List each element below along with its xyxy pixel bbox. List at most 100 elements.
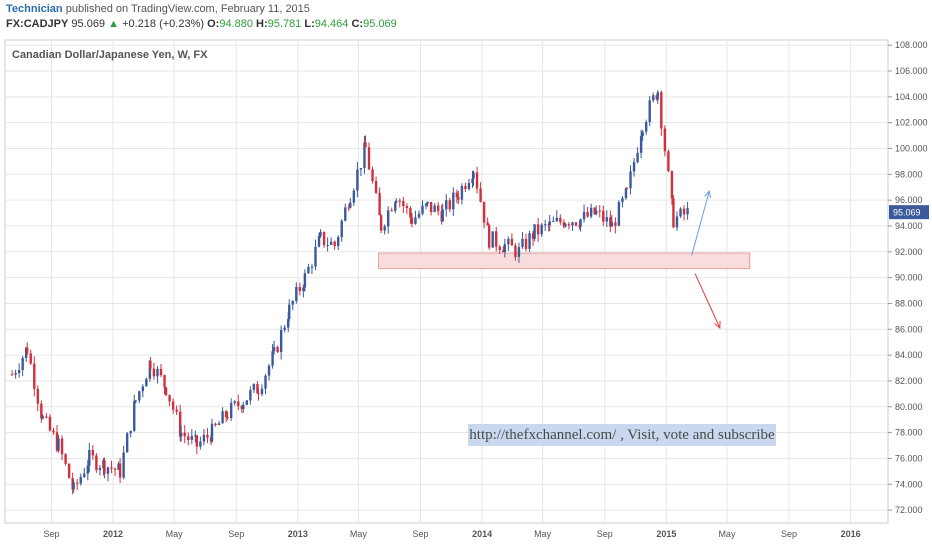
candle-body	[579, 219, 582, 227]
candle-body	[394, 202, 397, 211]
candle-body	[55, 432, 59, 451]
chart-header: Technician published on TradingView.com,…	[6, 0, 926, 34]
candle-body	[503, 244, 507, 253]
candle-body	[464, 186, 467, 190]
candle-body	[240, 405, 243, 410]
last-price: 95.069	[71, 18, 106, 30]
candle-body	[326, 244, 329, 246]
candle-body	[264, 375, 267, 389]
publish-line: Technician published on TradingView.com,…	[6, 3, 310, 15]
x-tick-label: Sep	[228, 529, 244, 539]
candle-body	[448, 200, 451, 210]
candle-body	[217, 423, 221, 426]
candle-body	[245, 400, 249, 405]
candle-body	[536, 224, 540, 235]
candle-body	[57, 438, 60, 451]
candle-body	[593, 207, 596, 214]
candle-body	[333, 241, 336, 247]
candle-body	[103, 460, 106, 474]
candle-body	[322, 231, 326, 246]
candle-body	[210, 423, 214, 442]
y-tick-label: 84.000	[895, 350, 923, 360]
candle-body	[229, 402, 233, 419]
candle-body	[521, 238, 524, 248]
price-tag-layer: 95.069	[889, 205, 929, 220]
candle-body	[347, 207, 351, 209]
candle-body	[617, 202, 621, 226]
candle-body	[298, 286, 302, 292]
candle-body	[502, 250, 505, 253]
candle-body	[409, 208, 412, 218]
support-zone[interactable]	[378, 252, 751, 270]
candle-body	[41, 416, 45, 419]
candle-body	[17, 370, 21, 374]
candle-body	[329, 241, 333, 245]
candle-body	[52, 430, 55, 433]
symbol-name: FX:CADJPY	[6, 18, 69, 30]
author-link[interactable]: Technician	[6, 3, 63, 15]
y-tick-label: 82.000	[895, 376, 923, 386]
symbol-line: FX:CADJPY 95.069 ▲ +0.218 (+0.23%) O:94.…	[6, 18, 397, 30]
candle-body	[206, 434, 209, 438]
down-arrow-head	[714, 320, 721, 330]
candle-body	[364, 142, 367, 148]
down-arrow-line[interactable]	[694, 273, 721, 329]
candle-body	[445, 200, 448, 210]
candle-body	[652, 95, 655, 101]
candle-body	[482, 201, 486, 223]
candle-body	[295, 286, 298, 302]
candle-body	[636, 152, 639, 163]
candle-body	[260, 388, 264, 395]
candle-body	[183, 432, 186, 437]
up-arrow-head	[704, 189, 712, 199]
candle-body	[614, 222, 617, 226]
y-tick-label: 76.000	[895, 453, 923, 463]
price-change: +0.218 (+0.23%)	[122, 18, 205, 30]
y-tick-label: 96.000	[895, 195, 923, 205]
candle-body	[164, 387, 168, 395]
candle-body	[528, 233, 531, 249]
candle-body	[548, 221, 551, 226]
candle-body	[86, 465, 89, 474]
candle-body	[10, 374, 14, 376]
candle-body	[405, 206, 409, 209]
y-tick-label: 98.000	[895, 169, 923, 179]
candle-body	[349, 202, 352, 208]
candle-body	[175, 409, 178, 412]
candle-body	[303, 273, 307, 288]
candle-body	[283, 327, 286, 330]
candle-body	[567, 224, 571, 226]
candle-body	[75, 482, 79, 484]
candle-body	[602, 210, 605, 222]
candle-body	[267, 365, 271, 376]
candle-body	[410, 217, 414, 224]
candle-body	[242, 404, 245, 410]
candle-body	[390, 210, 393, 212]
candle-body	[598, 210, 601, 212]
candle-body	[514, 245, 517, 257]
candle-body	[72, 482, 75, 490]
support-zone-layer	[378, 252, 751, 270]
y-tick-label: 86.000	[895, 324, 923, 334]
y-tick-label: 94.000	[895, 221, 923, 231]
candle-body	[319, 231, 322, 237]
candle-body	[141, 386, 145, 392]
candle-body	[644, 121, 648, 132]
x-axis: Sep 2012 May Sep 2013 May Sep 2014 May Sep 2015 May…	[43, 529, 860, 539]
up-arrow-line[interactable]	[691, 190, 710, 256]
candle-body	[168, 394, 171, 402]
candle-body	[455, 192, 459, 198]
candle-body	[672, 198, 675, 228]
plot-area[interactable]	[4, 39, 889, 524]
candle-body	[317, 236, 321, 247]
candle-body	[117, 463, 120, 470]
high-label: H:	[256, 18, 268, 30]
low-label: L:	[304, 18, 315, 30]
candle-body	[533, 224, 536, 239]
up-arrow-icon: ▲	[108, 18, 120, 30]
candle-body	[88, 449, 91, 466]
candle-body	[625, 188, 629, 190]
candle-body	[641, 131, 644, 137]
candle-body	[95, 455, 98, 471]
